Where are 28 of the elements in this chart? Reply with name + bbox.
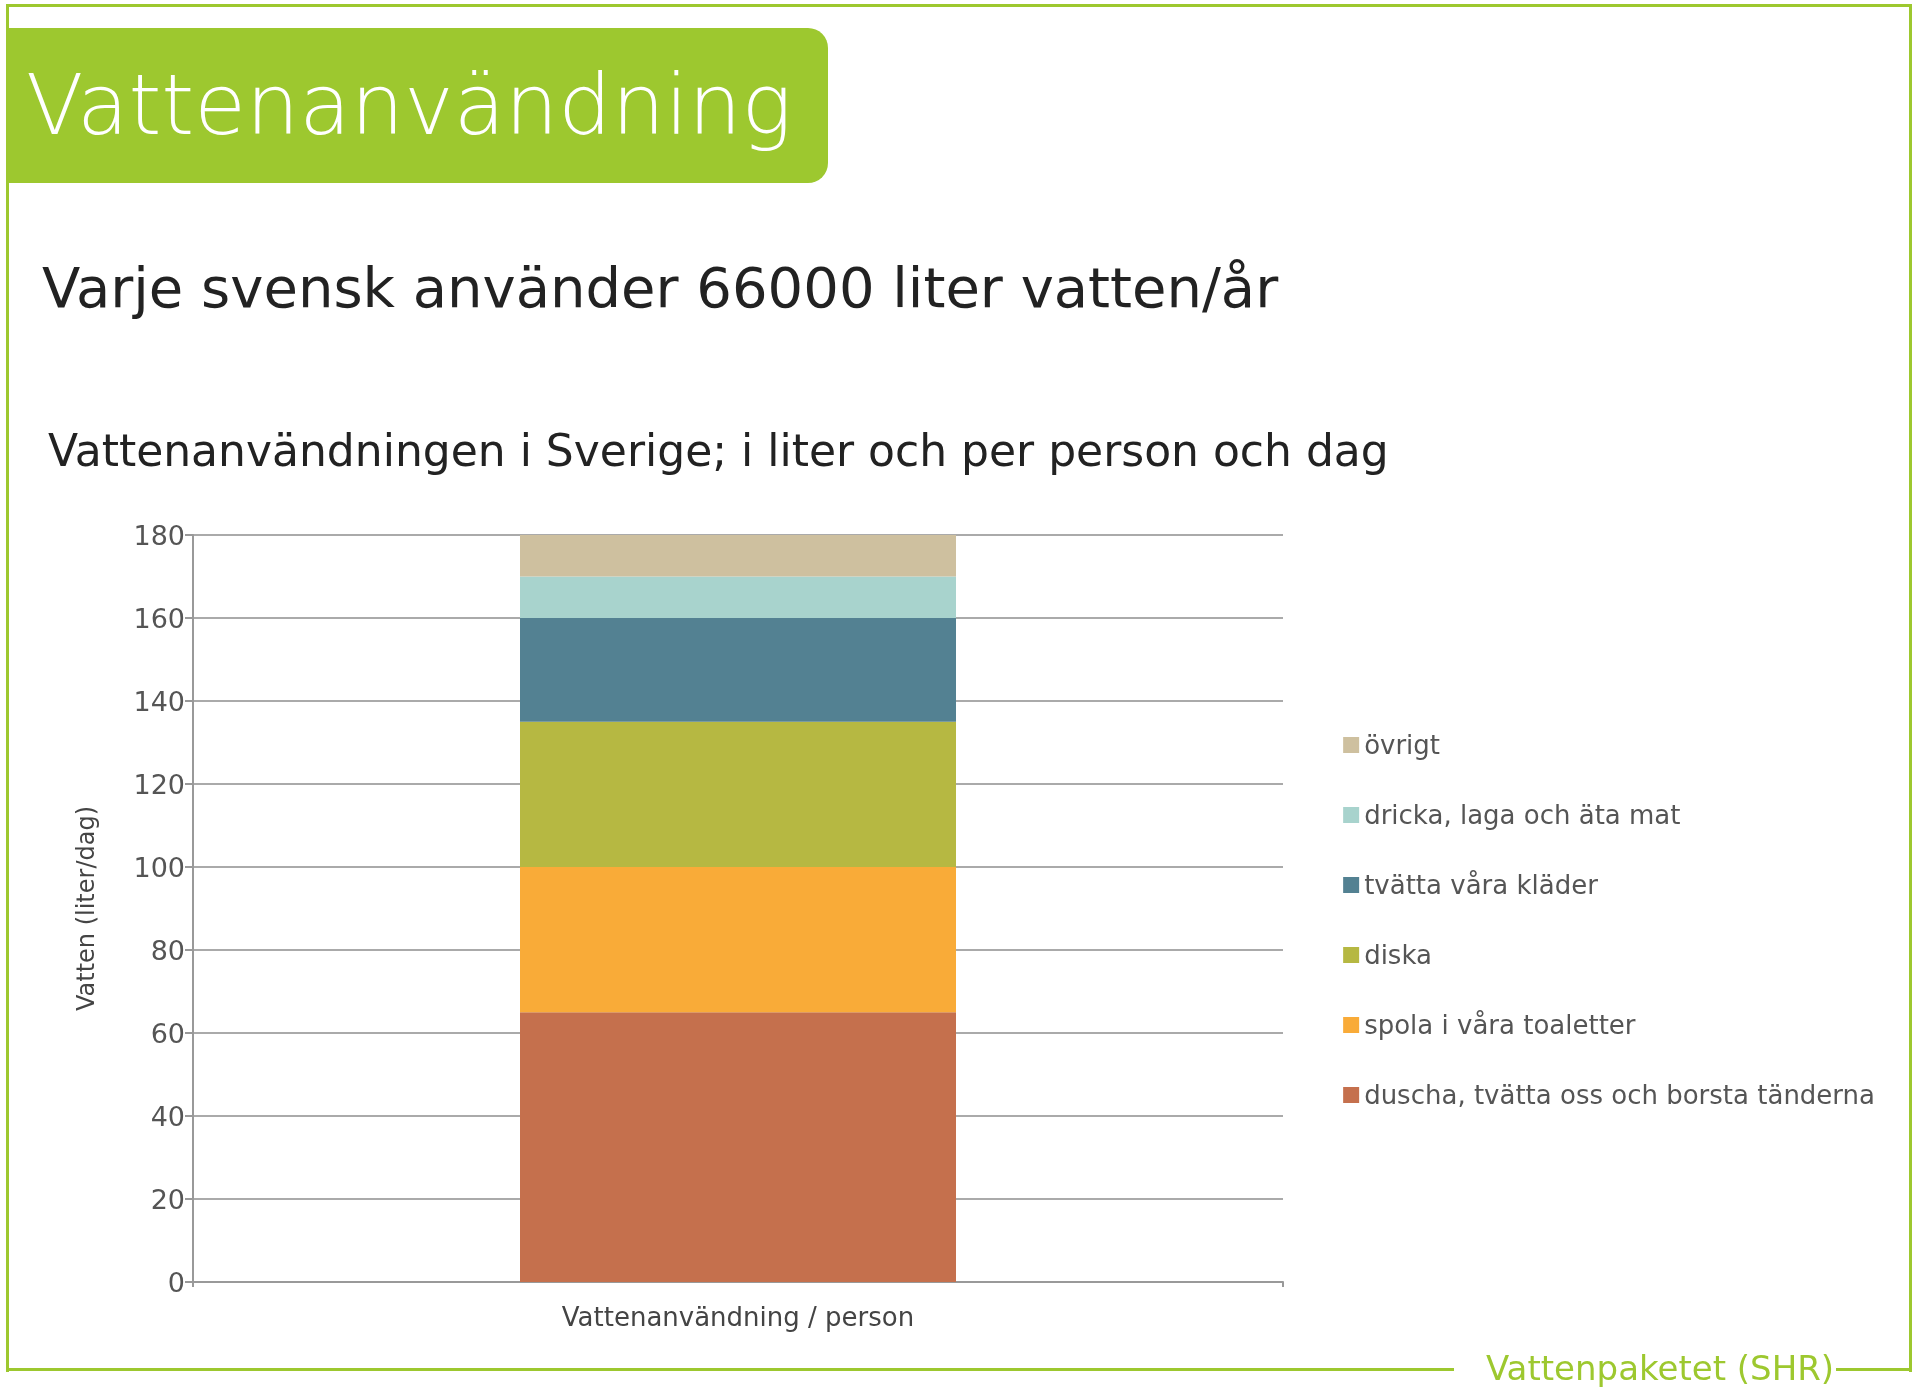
y-tick-label: 100: [133, 851, 185, 883]
legend-label: övrigt: [1364, 730, 1441, 760]
y-tick-label: 80: [150, 934, 185, 966]
y-tick-label: 0: [167, 1266, 185, 1298]
legend-label: duscha, tvätta oss och borsta tänderna: [1364, 1080, 1875, 1110]
bar: [520, 576, 956, 618]
bar: [520, 1012, 956, 1282]
y-axis-title: Vatten (liter/dag): [72, 805, 100, 1012]
legend-label: dricka, laga och äta mat: [1364, 800, 1681, 830]
y-tick-label: 40: [150, 1100, 185, 1132]
y-tick-label: 140: [133, 685, 185, 717]
text: Vattenanvändningen i Sverige; i liter och per person och dag: [48, 425, 1389, 476]
x-tick-label: Vattenanvändning / person: [561, 1302, 915, 1332]
legend-label: diska: [1364, 940, 1432, 970]
text: Vattenpaketet (SHR): [1486, 1348, 1835, 1388]
y-tick-label: 60: [150, 1017, 185, 1049]
bar: [520, 867, 956, 1013]
legend-label: spola i våra toaletter: [1364, 1010, 1636, 1040]
y-tick-label: 160: [133, 602, 185, 634]
y-tick-label: 120: [133, 768, 185, 800]
y-tick-label: 180: [133, 519, 185, 551]
chart-title: Vattenanvändning: [8, 28, 828, 183]
y-tick-label: 20: [150, 1183, 185, 1215]
bar: [520, 535, 956, 577]
legend-label: tvätta våra kläder: [1364, 870, 1599, 900]
bar: [520, 721, 956, 867]
chart-subtitle: Varje svensk använder 66000 liter vatten/år: [42, 255, 1279, 320]
bar: [520, 618, 956, 722]
